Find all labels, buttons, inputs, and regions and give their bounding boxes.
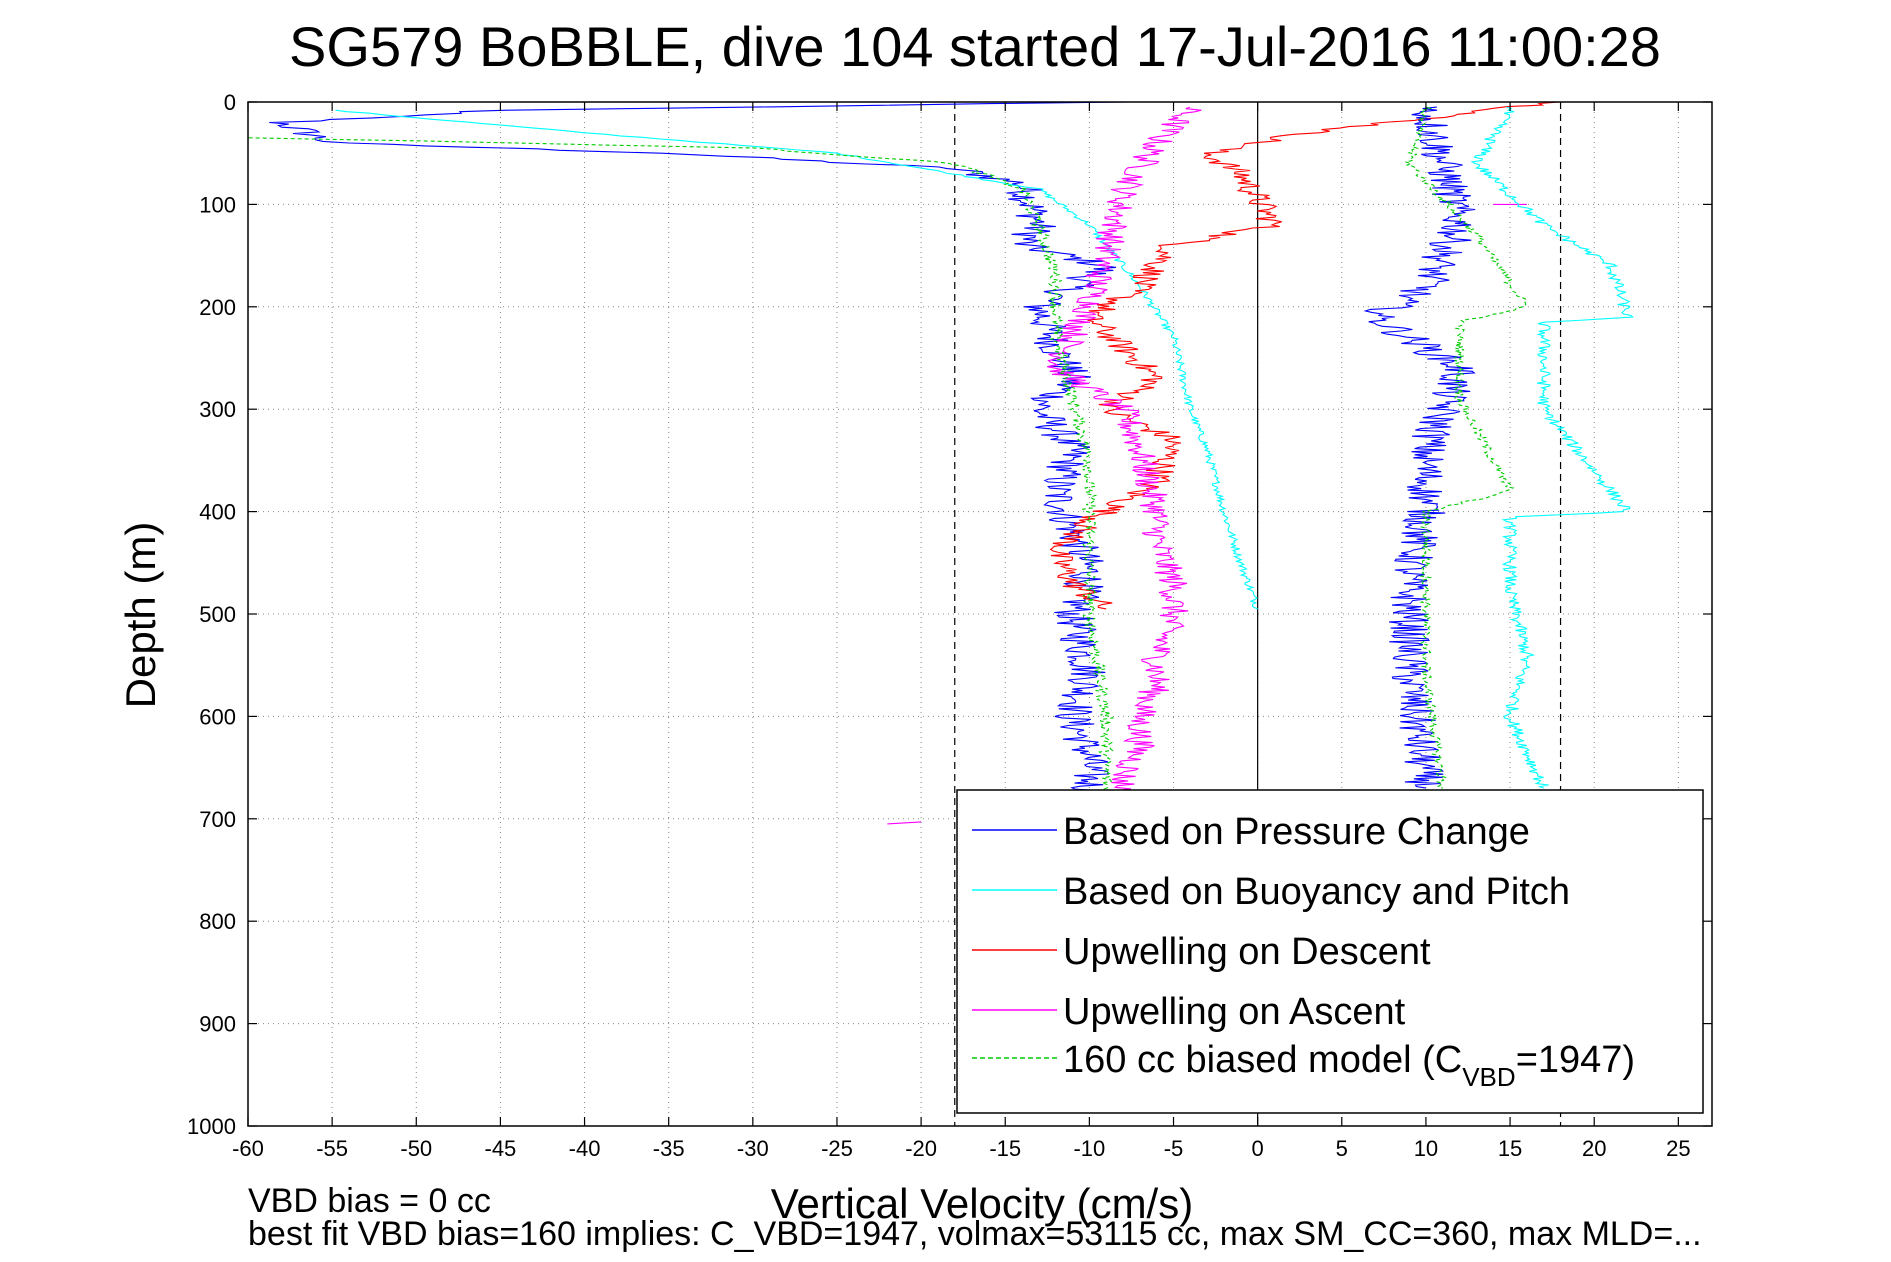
series-lines <box>248 101 1635 825</box>
y-tick-label: 0 <box>224 90 236 115</box>
x-tick-label: 15 <box>1498 1136 1522 1161</box>
y-tick-label: 900 <box>199 1012 236 1037</box>
y-tick-label: 700 <box>199 807 236 832</box>
x-tick-label: 10 <box>1414 1136 1438 1161</box>
legend-label: Upwelling on Ascent <box>1063 991 1406 1033</box>
x-tick-label: -20 <box>905 1136 937 1161</box>
x-tick-label: -30 <box>737 1136 769 1161</box>
series-line <box>1363 106 1476 789</box>
y-tick-label: 500 <box>199 602 236 627</box>
x-axis-label: Vertical Velocity (cm/s) <box>771 1180 1193 1227</box>
series-line <box>887 821 922 825</box>
legend-box <box>956 789 1704 1114</box>
x-tick-label: -10 <box>1073 1136 1105 1161</box>
x-tick-label: 25 <box>1666 1136 1690 1161</box>
y-tick-label: 100 <box>199 192 236 217</box>
legend-label: Upwelling on Descent <box>1063 931 1431 973</box>
series-line <box>269 101 1130 799</box>
x-tick-label: -25 <box>821 1136 853 1161</box>
y-tick-label: 600 <box>199 704 236 729</box>
series-line <box>248 137 1115 799</box>
chart-title: SG579 BoBBLE, dive 104 started 17-Jul-20… <box>289 15 1661 78</box>
legend-label: Based on Buoyancy and Pitch <box>1063 871 1570 913</box>
legend-label: Based on Pressure Change <box>1063 811 1530 853</box>
x-tick-label: 5 <box>1336 1136 1348 1161</box>
x-tick-label: -50 <box>400 1136 432 1161</box>
x-tick-label: -5 <box>1164 1136 1184 1161</box>
y-tick-label: 200 <box>199 295 236 320</box>
x-tick-label: -55 <box>316 1136 348 1161</box>
y-axis-label: Depth (m) <box>117 522 164 709</box>
y-tick-label: 800 <box>199 909 236 934</box>
footnote-vbd-bias: VBD bias = 0 cc <box>248 1182 491 1220</box>
x-tick-label: -60 <box>232 1136 264 1161</box>
legend: Based on Pressure Change Based on Buoyanc… <box>956 789 1704 1114</box>
x-tick-label: -15 <box>989 1136 1021 1161</box>
footnote-best-fit: best fit VBD bias=160 implies: C_VBD=194… <box>248 1215 1702 1253</box>
x-tick-label: -40 <box>569 1136 601 1161</box>
series-line <box>1470 106 1635 789</box>
x-tick-label: 20 <box>1582 1136 1606 1161</box>
x-tick-label: -45 <box>485 1136 517 1161</box>
series-line <box>1047 106 1202 799</box>
x-tick-label: -35 <box>653 1136 685 1161</box>
y-tick-label: 1000 <box>187 1114 236 1139</box>
y-tick-label: 400 <box>199 500 236 525</box>
x-tick-label: 0 <box>1252 1136 1264 1161</box>
series-line <box>1049 101 1560 610</box>
axis-ticks: -60 -55 -50 -45 -40 -35 -30 -25 -20 -15 -10 -5 0 5 10 1… <box>187 90 1712 1161</box>
series-line <box>335 109 1258 610</box>
series-line <box>1405 106 1528 789</box>
y-tick-label: 300 <box>199 397 236 422</box>
